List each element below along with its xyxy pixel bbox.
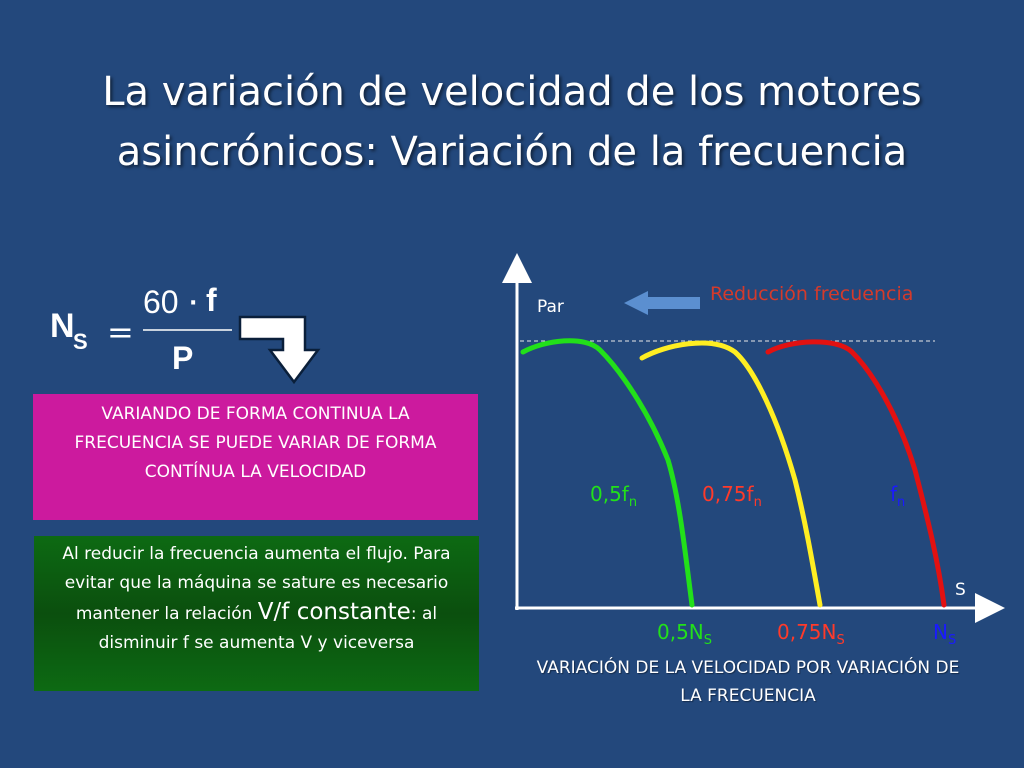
formula-p: P xyxy=(172,340,193,376)
vf-constant-text: V/f constante xyxy=(257,599,411,625)
formula-dot: · xyxy=(189,291,197,316)
info-box-continuous: VARIANDO DE FORMA CONTINUA LA FRECUENCIA… xyxy=(33,394,478,520)
magenta-line-2: FRECUENCIA SE PUEDE VARIAR DE FORMA xyxy=(74,433,437,453)
speed-label-half-sub: S xyxy=(703,633,713,648)
freq-label-075-main: 0,75f xyxy=(702,482,754,506)
freq-label-half-main: 0,5f xyxy=(590,482,629,506)
caption-line-2: LA FRECUENCIA xyxy=(680,686,816,706)
speed-label-075: 0,75NS xyxy=(777,620,845,648)
green-line-4: disminuir f se aumenta V y viceversa xyxy=(98,633,415,653)
bent-down-arrow-icon xyxy=(238,315,321,385)
green-line-1: Al reducir la frecuencia aumenta el fluj… xyxy=(62,544,451,564)
caption-line-1: VARIACIÓN DE LA VELOCIDAD POR VARIACIÓN … xyxy=(536,658,960,678)
green-line-3-suffix: : al xyxy=(410,604,438,624)
formula-f: f xyxy=(206,282,217,318)
green-line-3: mantener la relación V/f constante: al xyxy=(42,598,471,629)
freq-label-half-sub: n xyxy=(628,495,638,510)
green-line-2: evitar que la máquina se sature es neces… xyxy=(64,573,449,593)
reduction-label: Reducción frecuencia xyxy=(710,283,914,305)
speed-label-075-main: 0,75N xyxy=(777,620,837,644)
curve-075-frequency xyxy=(639,340,823,608)
magenta-line-3: CONTÍNUA LA VELOCIDAD xyxy=(144,462,367,482)
speed-label-nominal-sub: S xyxy=(947,633,957,648)
speed-label-nominal-main: N xyxy=(933,620,948,644)
title-line-2: asincrónicos: Variación de la frecuencia xyxy=(116,129,908,175)
green-line-3-prefix: mantener la relación xyxy=(75,604,258,624)
freq-label-half: 0,5fn xyxy=(590,482,637,510)
freq-label-075-sub: n xyxy=(753,495,762,510)
speed-label-nominal: NS xyxy=(933,620,956,648)
left-arrow-icon xyxy=(624,291,700,315)
speed-label-half: 0,5NS xyxy=(657,620,712,648)
freq-label-nominal-sub: n xyxy=(897,495,906,510)
curve-nominal-frequency xyxy=(765,339,947,608)
freq-label-nominal: fn xyxy=(890,482,905,510)
y-axis-label: Par xyxy=(537,297,564,317)
curve-half-frequency xyxy=(520,338,695,608)
title-line-1: La variación de velocidad de los motores xyxy=(102,69,922,115)
x-axis-label: S xyxy=(955,580,966,600)
slide-title: La variación de velocidad de los motores… xyxy=(0,62,1024,182)
freq-label-nominal-main: f xyxy=(890,482,898,506)
speed-formula: N S = 60 · f P xyxy=(50,282,321,385)
freq-label-075: 0,75fn xyxy=(702,482,762,510)
formula-equals: = xyxy=(107,313,134,351)
formula-ns-sub: S xyxy=(73,329,88,354)
info-box-vf-ratio: Al reducir la frecuencia aumenta el fluj… xyxy=(34,536,479,691)
speed-label-half-main: 0,5N xyxy=(657,620,704,644)
diagram-caption: VARIACIÓN DE LA VELOCIDAD POR VARIACIÓN … xyxy=(510,654,986,710)
formula-ns-main: N xyxy=(50,307,75,345)
magenta-line-1: VARIANDO DE FORMA CONTINUA LA xyxy=(101,404,410,424)
speed-label-075-sub: S xyxy=(836,633,845,648)
formula-num-60: 60 xyxy=(143,284,179,320)
